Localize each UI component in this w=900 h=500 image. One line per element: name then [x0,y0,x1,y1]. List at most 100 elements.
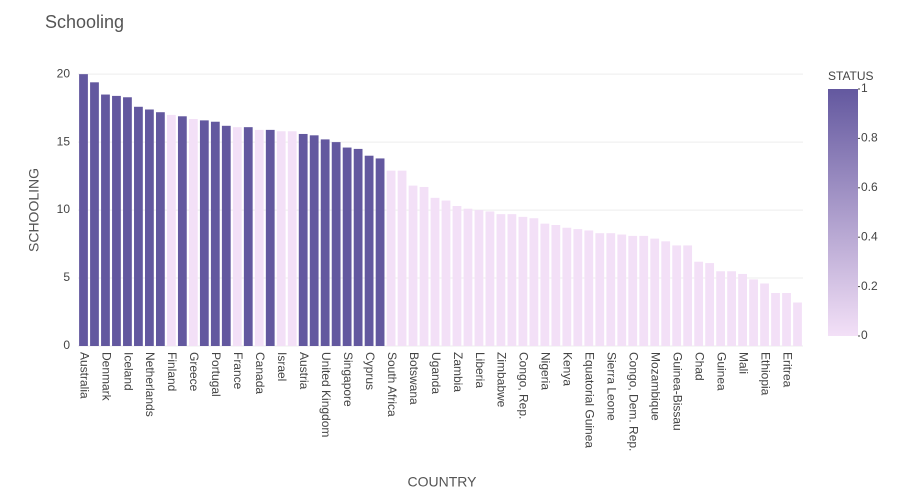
y-tick-label: 10 [57,202,71,216]
x-tick-label: Eritrea [780,352,794,388]
bar [650,238,660,346]
y-tick-label: 5 [63,270,70,284]
bar [188,119,198,347]
chart-title: Schooling [45,12,124,32]
x-tick-label: Finland [165,352,179,391]
colorbar-title: STATUS [828,69,874,83]
y-tick-label: 15 [57,134,71,148]
x-tick-label: South Africa [385,352,399,417]
bar [155,112,165,346]
x-tick-label: Kenya [561,352,575,386]
bar [793,302,802,346]
bar [210,121,220,347]
x-tick-label: Netherlands [143,352,157,417]
bar [331,142,341,346]
bar [716,271,726,346]
x-tick-label: Liberia [473,352,487,388]
bar [287,131,297,346]
bar [112,95,121,346]
x-tick-label: Cyprus [363,352,377,390]
bar [617,234,627,346]
x-tick-label: Congo, Dem. Rep. [627,352,641,451]
bar [298,133,308,346]
bar [584,230,594,346]
x-tick-label: Sierra Leone [605,352,619,421]
x-tick-label: Botswana [407,352,421,405]
bar [694,261,704,346]
x-tick-label: Greece [187,352,201,392]
bar [573,229,583,346]
bar [79,74,88,347]
bar [145,109,154,346]
x-tick-label: Israel [275,352,289,381]
bar [683,245,693,346]
y-axis-title: SCHOOLING [26,168,42,252]
bar [749,279,758,346]
colorbar-tick-label: 0.8 [861,131,878,145]
x-tick-label: Zambia [451,352,465,392]
colorbar-tick-label: 0.6 [861,180,878,194]
bar [430,197,440,346]
x-tick-label: Guinea [714,352,728,391]
x-tick-label: Singapore [341,352,355,407]
x-tick-label: Canada [253,352,267,394]
colorbar [828,89,858,336]
x-tick-label: Mali [736,352,750,374]
bar [386,170,396,346]
bar [507,214,517,346]
bar [595,233,605,346]
x-tick-label: Guinea-Bissau [671,352,685,431]
bar [518,216,528,346]
bar [397,170,407,346]
bar [309,135,319,346]
x-tick-label: Chad [692,352,706,381]
bar [134,106,143,346]
x-tick-label: Mozambique [649,352,663,421]
bar [243,127,253,347]
bar [606,233,616,346]
bar [639,235,649,346]
colorbar-tick-label: 0.4 [861,229,878,243]
bar [782,292,791,346]
bar [364,155,374,346]
bar [628,235,638,346]
bar [177,116,187,346]
colorbar-tick-label: 1 [861,81,868,95]
bar [771,292,780,346]
bar [727,271,736,346]
bar [166,114,176,346]
colorbar-tick-label: 0.2 [861,279,878,293]
bar [320,139,330,346]
bar [353,148,363,346]
x-tick-label: Equatorial Guinea [583,352,597,448]
colorbar-tick-label: 0 [861,328,868,342]
bar [529,218,539,346]
bar [485,211,495,346]
x-tick-label: Denmark [99,352,113,402]
bar [661,241,671,346]
bar [254,129,264,346]
bar [342,147,352,346]
bar [199,120,209,347]
bar [496,214,506,346]
bar [419,186,429,346]
bar [705,263,715,346]
x-tick-label: Nigeria [539,352,553,390]
bar [408,185,418,346]
x-tick-label: Portugal [209,352,223,397]
x-tick-label: Uganda [429,352,443,394]
bar [276,131,286,346]
bar [738,273,747,346]
x-tick-label: Australia [77,352,91,399]
y-tick-label: 20 [57,66,71,80]
x-tick-label: United Kingdom [319,352,333,437]
x-tick-label: Congo, Rep. [517,352,531,419]
bar [90,82,99,347]
bar [672,245,682,346]
bar [123,97,132,346]
bar [441,200,451,346]
x-tick-label: Ethiopia [758,352,772,396]
bar [551,225,561,346]
x-tick-label: Zimbabwe [495,352,509,408]
